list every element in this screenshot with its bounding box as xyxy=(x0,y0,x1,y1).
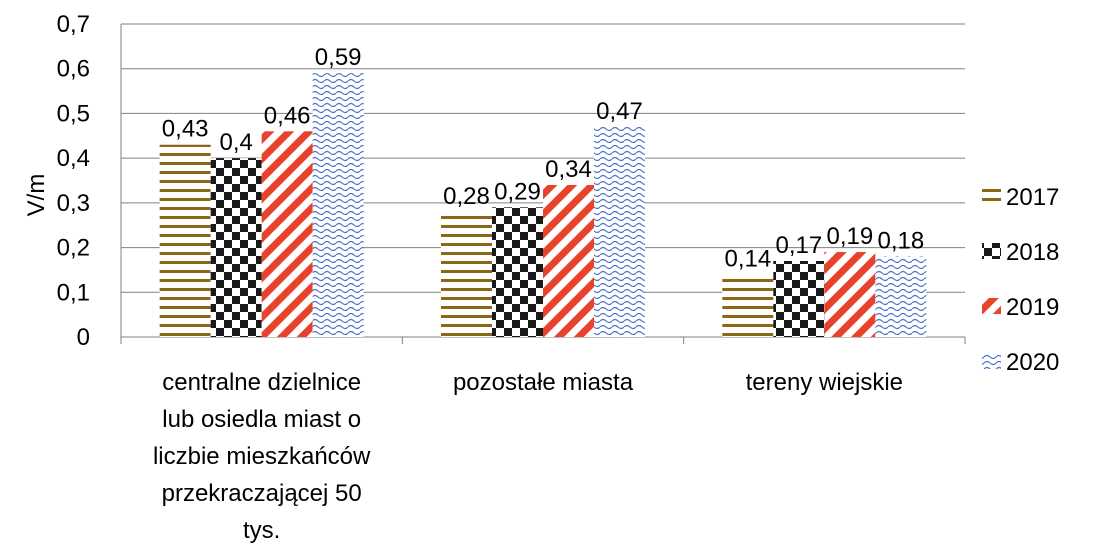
y-tick-label: 0,4 xyxy=(57,145,90,172)
y-tick-label: 0,5 xyxy=(57,100,90,127)
category-label: pozostałe miasta xyxy=(453,369,634,396)
category-label-line: pozostałe miasta xyxy=(453,369,634,396)
legend-swatch-2017 xyxy=(982,188,1001,204)
bar-2017 xyxy=(722,274,774,337)
bar-2020 xyxy=(594,126,645,337)
legend-swatch-2019 xyxy=(982,298,1001,314)
bar-2020 xyxy=(312,73,364,337)
category-label-line: centralne dzielnice xyxy=(162,369,361,396)
category-label: tereny wiejskie xyxy=(746,369,903,396)
legend-label: 2020 xyxy=(1006,349,1059,376)
bars xyxy=(159,73,927,337)
bar-2019 xyxy=(543,184,594,337)
legend-label: 2018 xyxy=(1006,239,1059,266)
axes: 0 0,1 0,2 0,3 0,4 0,5 0,6 0,7 centralne dzielnic… xyxy=(57,11,966,544)
legend-swatch-2018 xyxy=(982,243,1001,259)
category-label-line: lub osiedla miast o xyxy=(162,406,361,433)
y-axis-title: V/m xyxy=(23,174,50,217)
y-tick-label: 0,1 xyxy=(57,279,90,306)
y-tick-label: 0,3 xyxy=(57,190,90,217)
data-label: 0,17 xyxy=(775,232,822,259)
legend: 2017 2018 2019 2020 xyxy=(982,184,1059,376)
data-label: 0,43 xyxy=(162,116,209,143)
data-label: 0,14 xyxy=(724,245,771,272)
bar-2020 xyxy=(875,256,927,337)
bar-2019 xyxy=(261,131,313,337)
category-label-line: liczbie mieszkańców xyxy=(153,443,371,470)
data-label: 0,46 xyxy=(264,102,311,129)
bar-2018 xyxy=(210,158,262,337)
bar-2018 xyxy=(773,260,825,337)
y-tick-label: 0,6 xyxy=(57,56,90,83)
legend-swatch-2020 xyxy=(982,353,1001,369)
category-label-line: tereny wiejskie xyxy=(746,369,903,396)
category-label: centralne dzielnice lub osiedla miast o li… xyxy=(153,369,371,544)
data-label: 0,19 xyxy=(826,223,873,250)
data-label: 0,4 xyxy=(219,129,252,156)
data-label: 0,47 xyxy=(596,98,643,125)
y-tick-label: 0,7 xyxy=(57,11,90,38)
data-labels: 0,43 0,40,460,590,28 0,290,340,470,14 0,17 0… xyxy=(162,44,924,272)
y-tick-label: 0 xyxy=(77,324,90,351)
y-tick-label: 0,2 xyxy=(57,235,90,262)
data-label: 0,29 xyxy=(494,178,541,205)
bar-2018 xyxy=(492,207,543,337)
legend-label: 2017 xyxy=(1006,184,1059,211)
bar-2017 xyxy=(159,144,211,337)
data-label: 0,18 xyxy=(877,228,924,255)
legend-label: 2019 xyxy=(1006,294,1059,321)
category-label-line: przekraczającej 50 xyxy=(162,480,362,507)
data-label: 0,59 xyxy=(315,44,362,71)
bar-2017 xyxy=(441,211,492,337)
data-label: 0,28 xyxy=(443,183,490,210)
category-label-line: tys. xyxy=(243,517,280,544)
data-label: 0,34 xyxy=(545,156,592,183)
bar-2019 xyxy=(824,252,876,337)
